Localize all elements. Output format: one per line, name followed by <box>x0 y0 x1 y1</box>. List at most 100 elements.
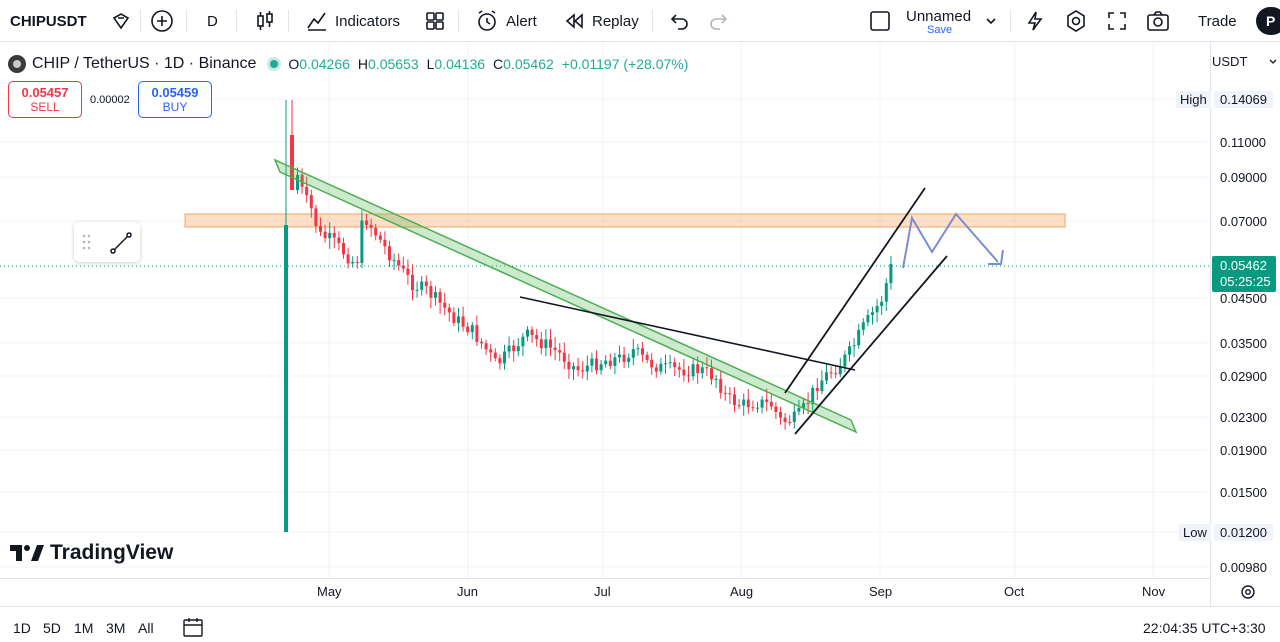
candle-body <box>369 224 373 228</box>
candle-body <box>636 348 640 350</box>
pair-title[interactable]: CHIP / TetherUS · 1D · Binance <box>32 55 257 72</box>
screenshot-button[interactable] <box>1146 0 1170 42</box>
buy-label: BUY <box>162 99 188 114</box>
redo-icon <box>710 14 728 30</box>
multi-layout-checkbox[interactable] <box>868 0 892 42</box>
price-scale[interactable] <box>1210 42 1280 606</box>
candle-body <box>861 322 865 330</box>
chevron-down-icon <box>986 18 996 25</box>
candle-body <box>355 261 359 264</box>
undo-button[interactable] <box>668 0 690 42</box>
range-5d-button[interactable]: 5D <box>43 620 61 636</box>
candle-body <box>572 366 575 370</box>
top-toolbar: CHIPUSDT D Indicators Alert Replay <box>0 0 1280 42</box>
candle-body <box>691 364 695 377</box>
time-axis[interactable] <box>0 578 1210 606</box>
indicators-icon <box>307 12 326 31</box>
candle-body <box>645 354 649 360</box>
compare-symbol-icon[interactable] <box>110 0 132 42</box>
chart-type-button[interactable] <box>254 0 276 42</box>
candle-body <box>332 232 336 238</box>
candle-body <box>443 302 447 308</box>
candle-body <box>659 363 663 372</box>
price-chart[interactable] <box>0 42 1210 578</box>
add-symbol-button[interactable] <box>150 0 174 42</box>
candle-body <box>728 393 732 395</box>
candle-body <box>700 367 704 374</box>
interval-label: D <box>207 12 218 30</box>
candle-body <box>880 301 884 307</box>
buy-button[interactable]: 0.05459 BUY <box>138 81 212 118</box>
sell-label: SELL <box>30 99 60 114</box>
range-all-button[interactable]: All <box>138 620 154 636</box>
symbol-search-button[interactable]: CHIPUSDT <box>0 0 97 42</box>
candle-body <box>848 346 851 355</box>
candle-body <box>889 264 893 284</box>
projection-arrowhead <box>988 249 1004 265</box>
candle-body <box>756 407 759 409</box>
candle-body <box>457 316 460 323</box>
redo-button[interactable] <box>708 0 730 42</box>
avatar[interactable]: P <box>1256 7 1280 35</box>
brand-name: TradingView <box>50 541 174 564</box>
ascending-channel-upper <box>784 187 926 394</box>
axis-settings-gear-icon[interactable] <box>1239 583 1257 601</box>
range-3m-button[interactable]: 3M <box>106 620 126 636</box>
projection-path <box>902 212 999 269</box>
quick-search-button[interactable] <box>1024 0 1046 42</box>
goto-date-calendar-icon[interactable] <box>182 616 204 638</box>
candle-body <box>360 220 364 264</box>
candle-body <box>424 281 428 286</box>
trend-line <box>519 296 856 371</box>
layout-name-button[interactable]: Unnamed Save <box>900 0 1006 42</box>
drag-handle-icon <box>82 234 91 250</box>
candle-body <box>710 368 713 380</box>
candle-body <box>314 208 318 226</box>
price-level: 0.01900 <box>1220 443 1267 458</box>
sell-button[interactable]: 0.05457 SELL <box>8 81 82 118</box>
candle-body <box>769 401 773 407</box>
candle-body <box>751 407 755 409</box>
close-key: C <box>493 56 504 72</box>
clock-timezone[interactable]: 22:04:35 UTC+3:30 <box>1143 620 1266 636</box>
price-level: 0.07000 <box>1220 214 1267 229</box>
candle-body <box>530 329 534 336</box>
save-label[interactable]: Save <box>927 24 953 36</box>
candle-body <box>641 348 644 355</box>
currency-selector[interactable]: USDT <box>1212 54 1277 69</box>
candle-body <box>365 220 368 225</box>
candle-body <box>774 406 778 412</box>
fullscreen-button[interactable] <box>1106 0 1128 42</box>
symbol-name: CHIPUSDT <box>10 12 87 30</box>
settings-button[interactable] <box>1064 0 1088 42</box>
indicators-button[interactable]: Indicators <box>306 0 400 42</box>
trade-button[interactable]: Trade <box>1186 0 1249 42</box>
time-label: Oct <box>1004 584 1025 599</box>
candle-body <box>342 243 345 255</box>
replay-button[interactable]: Replay <box>563 0 639 42</box>
undo-icon <box>670 14 688 30</box>
tradingview-logo[interactable]: TradingView <box>10 540 173 566</box>
candle-body <box>507 345 511 352</box>
candle-body <box>378 235 382 240</box>
candle-body <box>323 231 327 239</box>
replay-label: Replay <box>592 12 639 30</box>
range-1m-button[interactable]: 1M <box>74 620 94 636</box>
time-label: May <box>317 584 342 599</box>
alert-button[interactable]: Alert <box>475 0 537 42</box>
candle-body <box>397 260 401 266</box>
candle-body <box>319 225 322 232</box>
candle-body <box>328 232 332 239</box>
candle-body <box>466 326 470 333</box>
range-1d-button[interactable]: 1D <box>13 620 31 636</box>
candle-body <box>484 343 488 350</box>
templates-button[interactable] <box>424 0 446 42</box>
interval-button[interactable]: D <box>207 0 218 42</box>
drawing-toolbar-widget[interactable] <box>74 222 140 262</box>
ohlc-values: O0.04266 H0.05653 L0.04136 C0.05462 +0.0… <box>288 56 688 72</box>
candle-body <box>829 372 833 374</box>
high-key: H <box>357 56 369 72</box>
candle-body <box>411 274 414 291</box>
candle-body <box>512 345 516 352</box>
candle-body <box>480 341 483 344</box>
